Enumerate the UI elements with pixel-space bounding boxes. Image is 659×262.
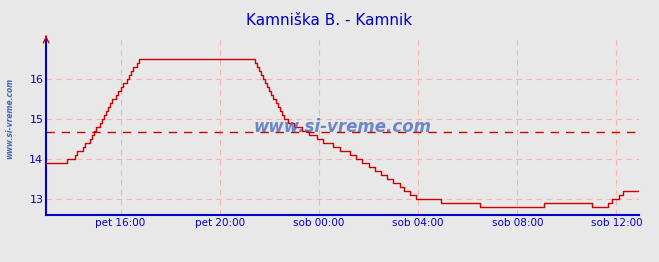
Text: www.si-vreme.com: www.si-vreme.com [5, 77, 14, 159]
Text: Kamniška B. - Kamnik: Kamniška B. - Kamnik [246, 13, 413, 28]
Text: www.si-vreme.com: www.si-vreme.com [254, 118, 432, 136]
